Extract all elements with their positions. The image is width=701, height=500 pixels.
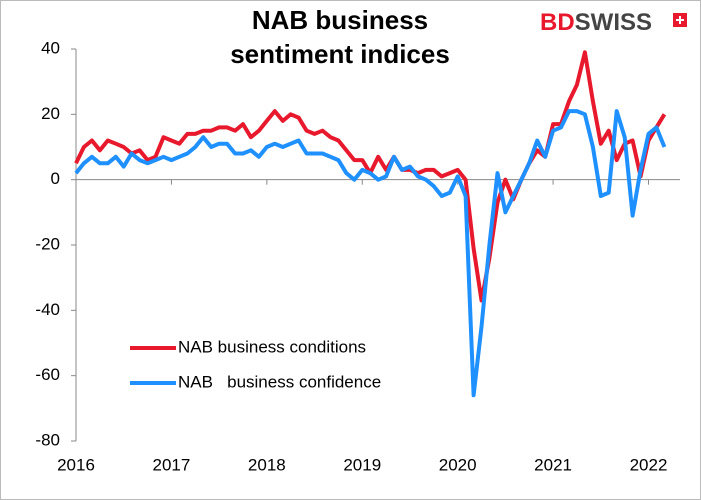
y-tick-label: -40 bbox=[35, 300, 60, 319]
y-tick-label: 0 bbox=[51, 169, 60, 188]
logo: BDSWISS bbox=[540, 9, 652, 36]
y-tick-label: -20 bbox=[35, 234, 60, 253]
x-tick-label: 2020 bbox=[439, 455, 477, 474]
logo-part: SWISS bbox=[575, 9, 652, 36]
x-tick-label: 2021 bbox=[534, 455, 572, 474]
y-tick-label: -80 bbox=[35, 430, 60, 449]
chart-title: NAB business bbox=[252, 5, 428, 35]
x-tick-label: 2018 bbox=[248, 455, 286, 474]
chart-title: sentiment indices bbox=[230, 39, 450, 69]
x-tick-label: 2017 bbox=[153, 455, 191, 474]
x-tick-label: 2016 bbox=[57, 455, 95, 474]
y-tick-label: 20 bbox=[41, 104, 60, 123]
x-tick-label: 2022 bbox=[630, 455, 668, 474]
logo-part: BD bbox=[540, 9, 575, 36]
x-tick-label: 2019 bbox=[343, 455, 381, 474]
legend-label: NAB business confidence bbox=[178, 372, 381, 391]
y-tick-label: 40 bbox=[41, 38, 60, 57]
logo-cross bbox=[676, 16, 684, 24]
legend-label: NAB business conditions bbox=[178, 337, 366, 356]
y-tick-label: -60 bbox=[35, 365, 60, 384]
line-series bbox=[74, 109, 667, 398]
